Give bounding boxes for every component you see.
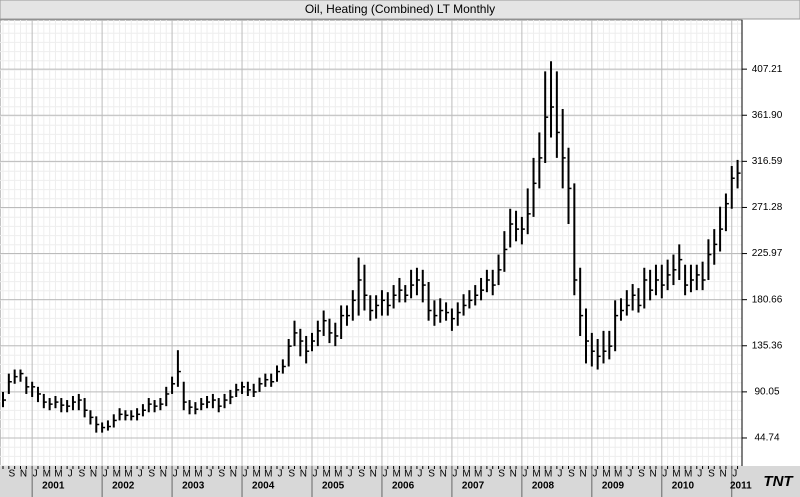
x-tick-label: M <box>113 469 121 480</box>
x-tick-label: M <box>544 469 552 480</box>
x-tick-label: J <box>243 469 248 480</box>
logo: TNT <box>763 473 794 490</box>
x-tick-label: J <box>522 469 527 480</box>
year-label: 2004 <box>252 481 275 492</box>
x-tick-label: M <box>462 469 470 480</box>
y-tick-label: 225.97 <box>752 248 783 259</box>
x-tick-label: S <box>218 469 225 480</box>
x-tick-label: J <box>103 469 108 480</box>
x-tick-label: M <box>614 469 622 480</box>
x-tick-label: J <box>68 469 73 480</box>
x-tick-label: M <box>253 469 261 480</box>
x-tick-label: S <box>568 469 575 480</box>
y-tick-label: 180.66 <box>752 294 783 305</box>
x-tick-label: N <box>719 469 726 480</box>
year-label: 2001 <box>42 481 65 492</box>
x-tick-label: S <box>78 469 85 480</box>
x-tick-label: M <box>684 469 692 480</box>
y-tick-label: 271.28 <box>752 202 783 213</box>
x-tick-label: J <box>592 469 597 480</box>
x-tick-label: S <box>148 469 155 480</box>
x-axis-strip <box>0 466 800 497</box>
year-label: 2011 <box>730 481 752 492</box>
y-tick-label: 407.21 <box>752 64 783 75</box>
y-tick-label: 361.90 <box>752 110 783 121</box>
x-tick-label: N <box>20 469 27 480</box>
x-tick-label: J <box>382 469 387 480</box>
x-tick-label: S <box>288 469 295 480</box>
x-tick-label: N <box>300 469 307 480</box>
x-tick-label: M <box>322 469 330 480</box>
x-tick-label: M <box>264 469 272 480</box>
x-tick-label: J <box>487 469 492 480</box>
x-tick-label: J <box>732 469 737 480</box>
year-label: 2010 <box>672 481 695 492</box>
x-tick-label: J <box>697 469 702 480</box>
year-label: 2009 <box>602 481 625 492</box>
x-tick-label: J <box>557 469 562 480</box>
x-tick-label: S <box>428 469 435 480</box>
x-tick-label: M <box>194 469 202 480</box>
x-tick-label: J <box>138 469 143 480</box>
x-tick-label: S <box>8 469 15 480</box>
x-tick-label: S <box>358 469 365 480</box>
x-tick-label: M <box>672 469 680 480</box>
x-tick-label: N <box>90 469 97 480</box>
x-tick-label: S <box>638 469 645 480</box>
x-tick-label: N <box>440 469 447 480</box>
x-tick-label: S <box>708 469 715 480</box>
x-tick-label: M <box>124 469 132 480</box>
year-label: 2006 <box>392 481 415 492</box>
y-tick-label: 90.05 <box>754 387 779 398</box>
x-tick-label: S <box>498 469 505 480</box>
plot-area <box>0 19 743 467</box>
title-bar <box>0 0 800 20</box>
year-label: 2003 <box>182 481 205 492</box>
x-tick-label: M <box>43 469 51 480</box>
x-tick-label: J <box>33 469 38 480</box>
x-tick-label: M <box>183 469 191 480</box>
chart-title: Oil, Heating (Combined) LT Monthly <box>305 2 495 16</box>
x-tick-label: M <box>404 469 412 480</box>
x-tick-label: M <box>54 469 62 480</box>
x-tick-label: N <box>650 469 657 480</box>
x-tick-label: N <box>160 469 167 480</box>
x-tick-label: J <box>173 469 178 480</box>
x-tick-label: J <box>208 469 213 480</box>
x-tick-label: N <box>230 469 237 480</box>
x-tick-label: M <box>532 469 540 480</box>
x-tick-label: J <box>627 469 632 480</box>
year-label: 2005 <box>322 481 345 492</box>
x-tick-label: J <box>417 469 422 480</box>
x-tick-label: N <box>580 469 587 480</box>
x-tick-label: N <box>510 469 517 480</box>
year-label: 2008 <box>532 481 555 492</box>
x-tick-label: M <box>474 469 482 480</box>
x-tick-label: J <box>278 469 283 480</box>
x-tick-label: M <box>334 469 342 480</box>
x-tick-label: N <box>370 469 377 480</box>
year-label: 2002 <box>112 481 135 492</box>
x-tick-label: J <box>312 469 317 480</box>
x-tick-label: M <box>602 469 610 480</box>
y-axis-strip <box>742 20 800 466</box>
y-tick-label: 135.36 <box>752 340 783 351</box>
y-tick-label: 316.59 <box>752 156 783 167</box>
year-label: 2007 <box>462 481 485 492</box>
y-tick-label: 44.74 <box>754 433 779 444</box>
x-tick-label: M <box>392 469 400 480</box>
x-tick-label: J <box>452 469 457 480</box>
x-tick-label: J <box>662 469 667 480</box>
x-tick-label: J <box>347 469 352 480</box>
